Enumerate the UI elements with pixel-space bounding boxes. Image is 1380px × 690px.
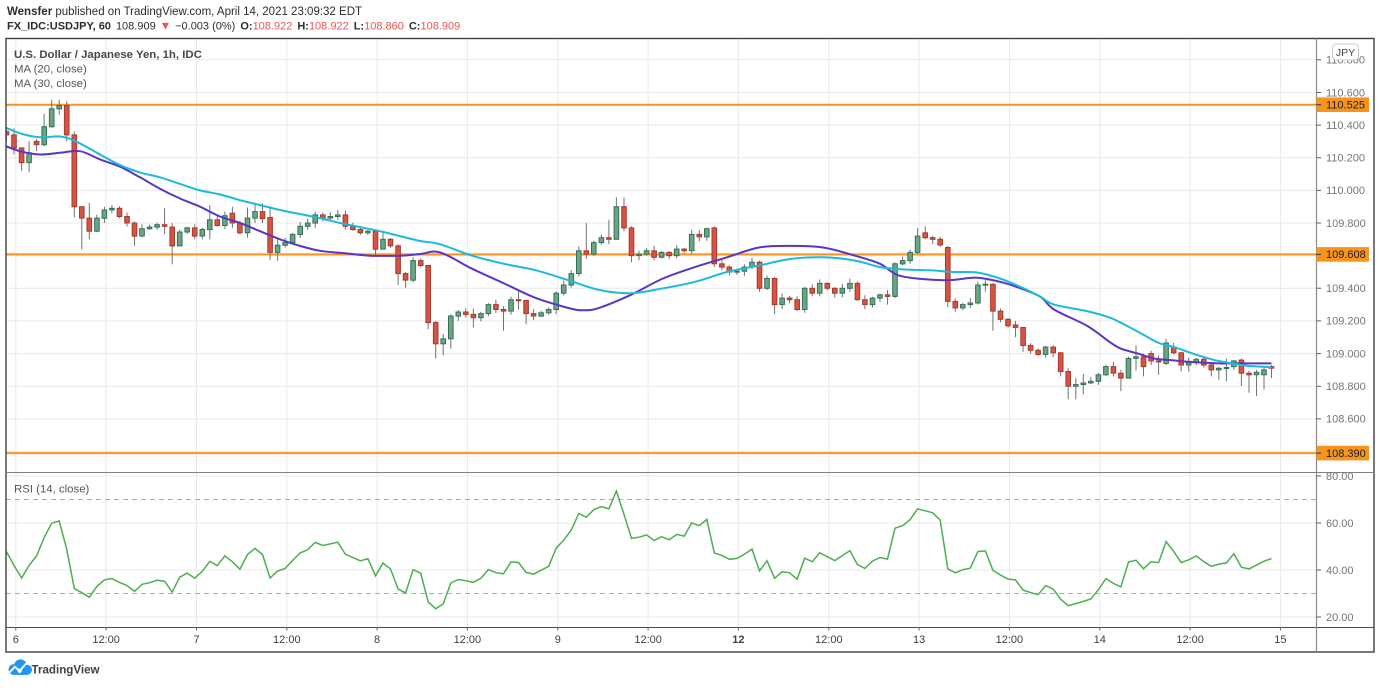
svg-text:MA (20, close): MA (20, close) (14, 64, 87, 76)
svg-text:109.608: 109.608 (1326, 249, 1366, 261)
svg-text:109.400: 109.400 (1326, 283, 1366, 295)
svg-text:110.525: 110.525 (1326, 100, 1365, 112)
svg-text:14: 14 (1094, 634, 1106, 646)
svg-text:109.200: 109.200 (1326, 316, 1366, 328)
svg-text:15: 15 (1274, 634, 1286, 646)
svg-text:13: 13 (913, 634, 925, 646)
svg-text:108.800: 108.800 (1326, 381, 1366, 393)
svg-text:110.200: 110.200 (1326, 153, 1365, 165)
svg-text:U.S. Dollar / Japanese Yen, 1h: U.S. Dollar / Japanese Yen, 1h, IDC (14, 49, 202, 61)
svg-text:109.800: 109.800 (1326, 218, 1366, 230)
svg-text:9: 9 (555, 634, 561, 646)
svg-text:12:00: 12:00 (273, 634, 301, 646)
svg-text:109.000: 109.000 (1326, 348, 1366, 360)
svg-text:6: 6 (13, 634, 19, 646)
svg-text:12:00: 12:00 (1176, 634, 1204, 646)
svg-text:12:00: 12:00 (815, 634, 843, 646)
svg-text:12:00: 12:00 (634, 634, 662, 646)
svg-text:JPY: JPY (1336, 47, 1355, 59)
svg-text:RSI (14, close): RSI (14, close) (14, 484, 90, 496)
svg-text:108.390: 108.390 (1326, 448, 1366, 460)
svg-text:80.00: 80.00 (1326, 471, 1354, 483)
svg-text:20.00: 20.00 (1326, 612, 1354, 624)
svg-text:108.600: 108.600 (1326, 414, 1366, 426)
svg-text:TradingView: TradingView (32, 664, 101, 677)
svg-text:MA (30, close): MA (30, close) (14, 78, 87, 90)
svg-text:12: 12 (732, 634, 744, 646)
svg-text:40.00: 40.00 (1326, 565, 1354, 577)
svg-text:12:00: 12:00 (92, 634, 120, 646)
svg-text:110.400: 110.400 (1326, 120, 1365, 132)
svg-text:110.600: 110.600 (1326, 87, 1365, 99)
svg-text:12:00: 12:00 (454, 634, 482, 646)
svg-text:12:00: 12:00 (996, 634, 1024, 646)
svg-text:Wensfer published on TradingVi: Wensfer published on TradingView.com, Ap… (7, 6, 362, 18)
svg-text:8: 8 (374, 634, 380, 646)
svg-text:60.00: 60.00 (1326, 518, 1354, 530)
svg-text:7: 7 (193, 634, 199, 646)
svg-text:110.000: 110.000 (1326, 185, 1365, 197)
